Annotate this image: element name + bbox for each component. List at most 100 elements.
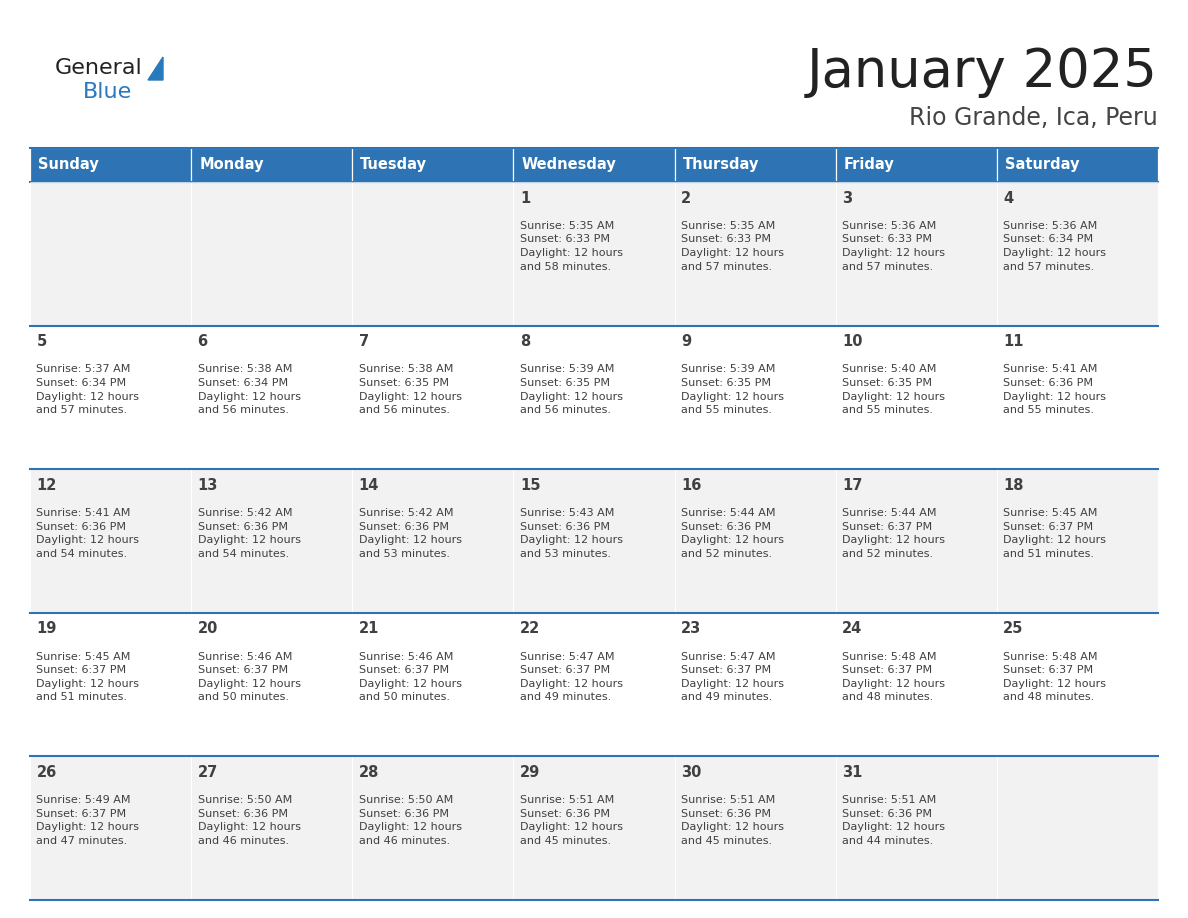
Bar xyxy=(353,326,513,469)
Text: 7: 7 xyxy=(359,334,368,349)
Text: Tuesday: Tuesday xyxy=(360,158,428,173)
Text: 12: 12 xyxy=(37,477,57,493)
Text: 29: 29 xyxy=(520,765,541,780)
Text: 15: 15 xyxy=(520,477,541,493)
Text: Sunrise: 5:49 AM
Sunset: 6:37 PM
Daylight: 12 hours
and 47 minutes.: Sunrise: 5:49 AM Sunset: 6:37 PM Dayligh… xyxy=(37,795,139,846)
Bar xyxy=(997,469,1158,613)
Bar xyxy=(835,148,997,182)
Text: Sunrise: 5:40 AM
Sunset: 6:35 PM
Daylight: 12 hours
and 55 minutes.: Sunrise: 5:40 AM Sunset: 6:35 PM Dayligh… xyxy=(842,364,946,415)
Text: Sunrise: 5:43 AM
Sunset: 6:36 PM
Daylight: 12 hours
and 53 minutes.: Sunrise: 5:43 AM Sunset: 6:36 PM Dayligh… xyxy=(520,508,623,559)
Text: 21: 21 xyxy=(359,621,379,636)
Text: 2: 2 xyxy=(681,191,691,206)
Text: Sunrise: 5:50 AM
Sunset: 6:36 PM
Daylight: 12 hours
and 46 minutes.: Sunrise: 5:50 AM Sunset: 6:36 PM Dayligh… xyxy=(197,795,301,846)
Text: Sunrise: 5:46 AM
Sunset: 6:37 PM
Daylight: 12 hours
and 50 minutes.: Sunrise: 5:46 AM Sunset: 6:37 PM Dayligh… xyxy=(197,652,301,702)
Text: Sunrise: 5:48 AM
Sunset: 6:37 PM
Daylight: 12 hours
and 48 minutes.: Sunrise: 5:48 AM Sunset: 6:37 PM Dayligh… xyxy=(842,652,946,702)
Bar xyxy=(30,326,191,469)
Text: Sunrise: 5:51 AM
Sunset: 6:36 PM
Daylight: 12 hours
and 45 minutes.: Sunrise: 5:51 AM Sunset: 6:36 PM Dayligh… xyxy=(520,795,623,846)
Text: Sunrise: 5:48 AM
Sunset: 6:37 PM
Daylight: 12 hours
and 48 minutes.: Sunrise: 5:48 AM Sunset: 6:37 PM Dayligh… xyxy=(1004,652,1106,702)
Text: Rio Grande, Ica, Peru: Rio Grande, Ica, Peru xyxy=(909,106,1158,130)
Bar xyxy=(997,613,1158,756)
Bar xyxy=(997,756,1158,900)
Bar xyxy=(835,469,997,613)
Bar xyxy=(30,148,191,182)
Bar xyxy=(835,326,997,469)
Bar xyxy=(191,469,353,613)
Text: 31: 31 xyxy=(842,765,862,780)
Text: Sunrise: 5:42 AM
Sunset: 6:36 PM
Daylight: 12 hours
and 53 minutes.: Sunrise: 5:42 AM Sunset: 6:36 PM Dayligh… xyxy=(359,508,462,559)
Bar xyxy=(30,613,191,756)
Text: Friday: Friday xyxy=(843,158,895,173)
Text: 5: 5 xyxy=(37,334,46,349)
Text: 11: 11 xyxy=(1004,334,1024,349)
Text: Blue: Blue xyxy=(83,82,132,102)
Bar xyxy=(997,148,1158,182)
Text: 19: 19 xyxy=(37,621,57,636)
Text: Sunrise: 5:44 AM
Sunset: 6:37 PM
Daylight: 12 hours
and 52 minutes.: Sunrise: 5:44 AM Sunset: 6:37 PM Dayligh… xyxy=(842,508,946,559)
Bar xyxy=(353,613,513,756)
Text: Sunrise: 5:45 AM
Sunset: 6:37 PM
Daylight: 12 hours
and 51 minutes.: Sunrise: 5:45 AM Sunset: 6:37 PM Dayligh… xyxy=(37,652,139,702)
Text: Sunrise: 5:39 AM
Sunset: 6:35 PM
Daylight: 12 hours
and 56 minutes.: Sunrise: 5:39 AM Sunset: 6:35 PM Dayligh… xyxy=(520,364,623,415)
Text: 17: 17 xyxy=(842,477,862,493)
Text: Sunrise: 5:41 AM
Sunset: 6:36 PM
Daylight: 12 hours
and 55 minutes.: Sunrise: 5:41 AM Sunset: 6:36 PM Dayligh… xyxy=(1004,364,1106,415)
Text: General: General xyxy=(55,58,143,78)
Text: Sunrise: 5:51 AM
Sunset: 6:36 PM
Daylight: 12 hours
and 45 minutes.: Sunrise: 5:51 AM Sunset: 6:36 PM Dayligh… xyxy=(681,795,784,846)
Bar xyxy=(513,326,675,469)
Bar xyxy=(191,182,353,326)
Text: 16: 16 xyxy=(681,477,701,493)
Text: 6: 6 xyxy=(197,334,208,349)
Bar xyxy=(835,756,997,900)
Text: January 2025: January 2025 xyxy=(807,46,1158,98)
Text: 30: 30 xyxy=(681,765,701,780)
Text: Sunrise: 5:38 AM
Sunset: 6:34 PM
Daylight: 12 hours
and 56 minutes.: Sunrise: 5:38 AM Sunset: 6:34 PM Dayligh… xyxy=(197,364,301,415)
Text: 24: 24 xyxy=(842,621,862,636)
Bar xyxy=(353,182,513,326)
Text: Monday: Monday xyxy=(200,158,264,173)
Bar xyxy=(191,326,353,469)
Text: 22: 22 xyxy=(520,621,541,636)
Bar xyxy=(30,756,191,900)
Text: Sunrise: 5:47 AM
Sunset: 6:37 PM
Daylight: 12 hours
and 49 minutes.: Sunrise: 5:47 AM Sunset: 6:37 PM Dayligh… xyxy=(681,652,784,702)
Text: Sunrise: 5:42 AM
Sunset: 6:36 PM
Daylight: 12 hours
and 54 minutes.: Sunrise: 5:42 AM Sunset: 6:36 PM Dayligh… xyxy=(197,508,301,559)
Bar xyxy=(191,756,353,900)
Bar xyxy=(191,613,353,756)
Text: Sunrise: 5:41 AM
Sunset: 6:36 PM
Daylight: 12 hours
and 54 minutes.: Sunrise: 5:41 AM Sunset: 6:36 PM Dayligh… xyxy=(37,508,139,559)
Text: 13: 13 xyxy=(197,477,217,493)
Text: 4: 4 xyxy=(1004,191,1013,206)
Text: Wednesday: Wednesday xyxy=(522,158,617,173)
Bar xyxy=(513,148,675,182)
Text: Sunrise: 5:44 AM
Sunset: 6:36 PM
Daylight: 12 hours
and 52 minutes.: Sunrise: 5:44 AM Sunset: 6:36 PM Dayligh… xyxy=(681,508,784,559)
Bar xyxy=(513,613,675,756)
Bar xyxy=(353,148,513,182)
Bar xyxy=(513,469,675,613)
Text: Sunrise: 5:51 AM
Sunset: 6:36 PM
Daylight: 12 hours
and 44 minutes.: Sunrise: 5:51 AM Sunset: 6:36 PM Dayligh… xyxy=(842,795,946,846)
Text: 25: 25 xyxy=(1004,621,1024,636)
Text: Sunrise: 5:47 AM
Sunset: 6:37 PM
Daylight: 12 hours
and 49 minutes.: Sunrise: 5:47 AM Sunset: 6:37 PM Dayligh… xyxy=(520,652,623,702)
Text: Sunrise: 5:50 AM
Sunset: 6:36 PM
Daylight: 12 hours
and 46 minutes.: Sunrise: 5:50 AM Sunset: 6:36 PM Dayligh… xyxy=(359,795,462,846)
Bar xyxy=(835,182,997,326)
Text: 26: 26 xyxy=(37,765,57,780)
Bar xyxy=(675,613,835,756)
Bar xyxy=(191,148,353,182)
Text: Sunrise: 5:35 AM
Sunset: 6:33 PM
Daylight: 12 hours
and 57 minutes.: Sunrise: 5:35 AM Sunset: 6:33 PM Dayligh… xyxy=(681,220,784,272)
Bar xyxy=(835,613,997,756)
Text: 1: 1 xyxy=(520,191,530,206)
Bar xyxy=(513,756,675,900)
Bar xyxy=(353,756,513,900)
Text: Saturday: Saturday xyxy=(1005,158,1080,173)
Bar xyxy=(997,326,1158,469)
Text: 27: 27 xyxy=(197,765,217,780)
Text: Thursday: Thursday xyxy=(683,158,759,173)
Text: 10: 10 xyxy=(842,334,862,349)
Bar xyxy=(30,469,191,613)
Bar xyxy=(30,182,191,326)
Text: 20: 20 xyxy=(197,621,217,636)
Text: 18: 18 xyxy=(1004,477,1024,493)
Bar xyxy=(675,756,835,900)
Polygon shape xyxy=(148,57,163,80)
Text: Sunrise: 5:46 AM
Sunset: 6:37 PM
Daylight: 12 hours
and 50 minutes.: Sunrise: 5:46 AM Sunset: 6:37 PM Dayligh… xyxy=(359,652,462,702)
Text: 8: 8 xyxy=(520,334,530,349)
Text: 14: 14 xyxy=(359,477,379,493)
Text: Sunrise: 5:35 AM
Sunset: 6:33 PM
Daylight: 12 hours
and 58 minutes.: Sunrise: 5:35 AM Sunset: 6:33 PM Dayligh… xyxy=(520,220,623,272)
Text: Sunday: Sunday xyxy=(38,158,99,173)
Text: Sunrise: 5:37 AM
Sunset: 6:34 PM
Daylight: 12 hours
and 57 minutes.: Sunrise: 5:37 AM Sunset: 6:34 PM Dayligh… xyxy=(37,364,139,415)
